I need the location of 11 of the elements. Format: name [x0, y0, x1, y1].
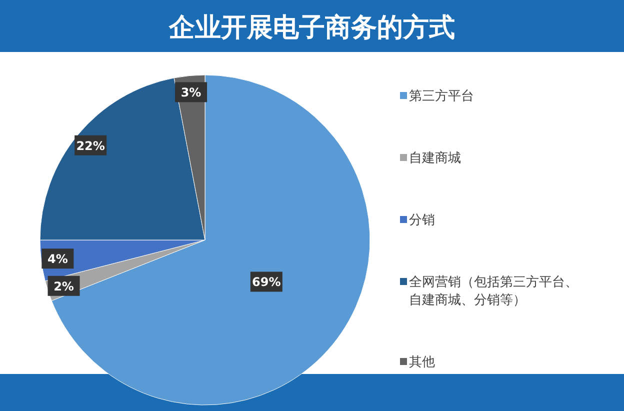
legend-label: 其他 — [409, 355, 435, 370]
legend-label: 第三方平台 — [409, 88, 474, 104]
data-label: 2% — [54, 279, 74, 294]
data-label: 3% — [180, 86, 202, 100]
chart-title: 企业开展电子商务的方式 — [168, 13, 455, 43]
data-label: 22% — [76, 138, 105, 153]
data-label: 69% — [252, 275, 281, 290]
legend-label: 分销 — [409, 213, 435, 228]
data-label: 4% — [47, 252, 68, 266]
legend-label: 自建商城 — [409, 151, 461, 166]
legend-label: 全网营销（包括第三方平台、自建商城、分销等） — [409, 274, 578, 308]
